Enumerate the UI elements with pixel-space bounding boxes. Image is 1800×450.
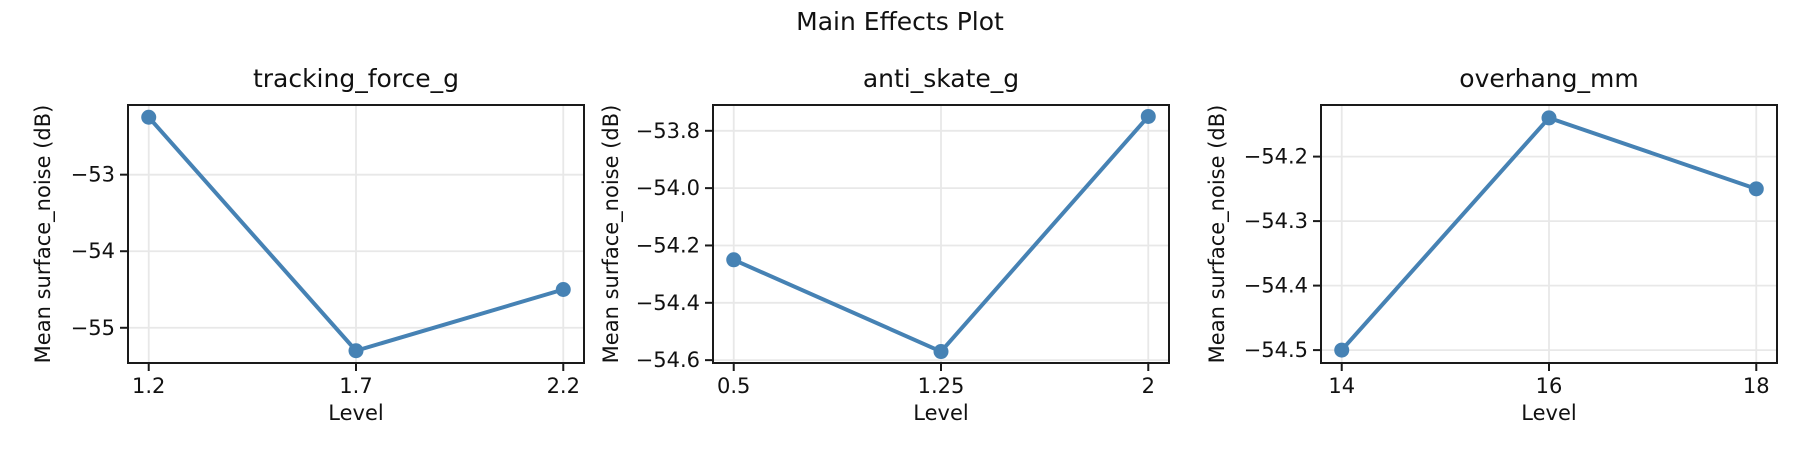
y-tick-label: −54.5 bbox=[1244, 338, 1308, 362]
subplot-tracking_force_g: 1.2 1.7 2.2 −53 −54 −55 tracking_force_g Level M… bbox=[31, 64, 585, 425]
y-tick-label: −54.2 bbox=[636, 233, 700, 257]
y-axis-label: Mean surface_noise (dB) bbox=[599, 105, 624, 364]
y-tick-label: −53.8 bbox=[636, 119, 700, 143]
x-tick-label: 1.7 bbox=[339, 374, 372, 398]
y-axis-label: Mean surface_noise (dB) bbox=[1205, 105, 1230, 364]
subplot-title: overhang_mm bbox=[1459, 64, 1638, 93]
y-tick-label: −54.0 bbox=[636, 176, 700, 200]
subplot-overhang_mm: 14 16 18 −54.2 −54.3 −54.4 −54.5 overhang_mm Lev… bbox=[1205, 64, 1778, 425]
x-tick-label: 1.25 bbox=[918, 374, 965, 398]
x-tick-label: 2 bbox=[1142, 374, 1155, 398]
figure-suptitle: Main Effects Plot bbox=[796, 7, 1004, 36]
y-tick-label: −54.3 bbox=[1244, 209, 1308, 233]
y-tick-label: −54.2 bbox=[1244, 145, 1308, 169]
x-tick-label: 2.2 bbox=[547, 374, 580, 398]
x-tick-label: 18 bbox=[1743, 374, 1770, 398]
data-point-marker bbox=[933, 344, 949, 360]
x-tick-label: 14 bbox=[1328, 374, 1355, 398]
data-point-marker bbox=[141, 109, 157, 125]
data-point-marker bbox=[1748, 181, 1764, 197]
y-tick-label: −54.6 bbox=[636, 348, 700, 372]
y-tick-label: −55 bbox=[71, 316, 115, 340]
y-tick-label: −54.4 bbox=[1244, 274, 1308, 298]
subplot-title: tracking_force_g bbox=[253, 64, 459, 93]
data-point-marker bbox=[1541, 110, 1557, 126]
y-axis-label: Mean surface_noise (dB) bbox=[31, 105, 56, 364]
x-tick-label: 1.2 bbox=[132, 374, 165, 398]
x-tick-label: 16 bbox=[1536, 374, 1563, 398]
y-tick-label: −53 bbox=[71, 163, 115, 187]
data-point-marker bbox=[1334, 342, 1350, 358]
data-point-marker bbox=[555, 282, 571, 298]
y-tick-label: −54 bbox=[71, 239, 115, 263]
x-tick-label: 0.5 bbox=[717, 374, 750, 398]
subplot-title: anti_skate_g bbox=[863, 64, 1019, 93]
data-point-marker bbox=[726, 252, 742, 268]
subplot-anti_skate_g: 0.5 1.25 2 −53.8 −54.0 −54.2 −54.4 −54.6 anti_sk… bbox=[599, 64, 1170, 425]
y-tick-label: −54.4 bbox=[636, 291, 700, 315]
x-axis-label: Level bbox=[913, 401, 968, 425]
x-axis-label: Level bbox=[328, 401, 383, 425]
data-point-marker bbox=[1140, 108, 1156, 124]
data-point-marker bbox=[348, 343, 364, 359]
x-axis-label: Level bbox=[1521, 401, 1576, 425]
